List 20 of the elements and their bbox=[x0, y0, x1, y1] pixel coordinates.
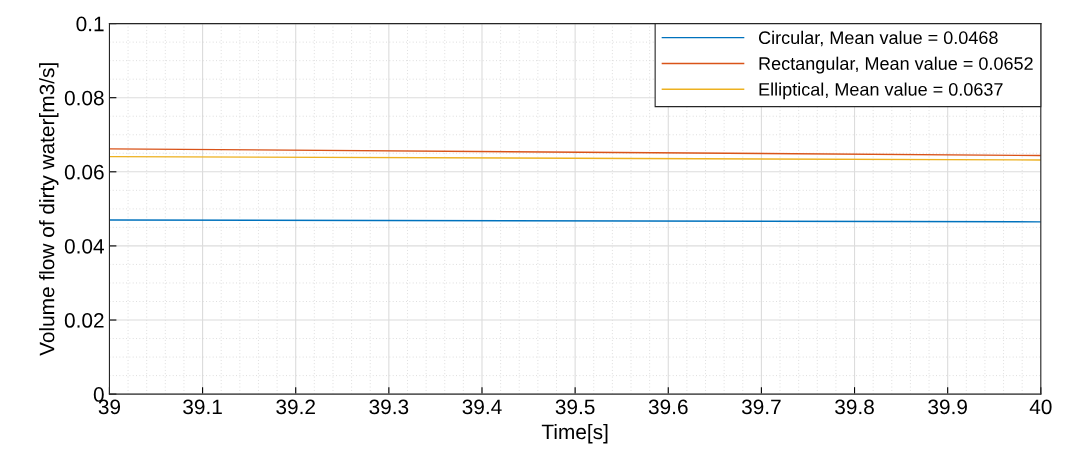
y-tick-label: 0.1 bbox=[76, 16, 104, 32]
y-tick-label: 0.02 bbox=[64, 313, 104, 328]
x-tick-label: 39.9 bbox=[928, 399, 967, 415]
legend-label: Rectangular, Mean value = 0.0652 bbox=[759, 56, 1033, 74]
x-tick-label: 39.2 bbox=[276, 399, 315, 415]
x-tick-label: 39.5 bbox=[555, 399, 595, 415]
legend-label: Elliptical, Mean value = 0.0637 bbox=[759, 82, 1003, 100]
x-tick-label: 40 bbox=[1029, 399, 1052, 415]
x-tick-label: 39.8 bbox=[835, 399, 874, 415]
y-axis-title: Volume flow of dirty water[m3/s] bbox=[39, 63, 59, 356]
x-axis-title: Time[s] bbox=[541, 423, 608, 444]
y-tick-label: 0.04 bbox=[64, 238, 104, 254]
x-tick-label: 39.6 bbox=[648, 399, 688, 415]
x-tick-label: 39.4 bbox=[462, 399, 502, 415]
x-tick-label: 39.3 bbox=[369, 399, 409, 415]
y-tick-label: 0.06 bbox=[64, 164, 104, 180]
y-tick-label: 0.08 bbox=[64, 90, 104, 106]
x-tick-label: 39.1 bbox=[183, 399, 222, 415]
legend-label: Circular, Mean value = 0.0468 bbox=[758, 30, 998, 47]
x-tick-label: 39.7 bbox=[741, 399, 781, 415]
